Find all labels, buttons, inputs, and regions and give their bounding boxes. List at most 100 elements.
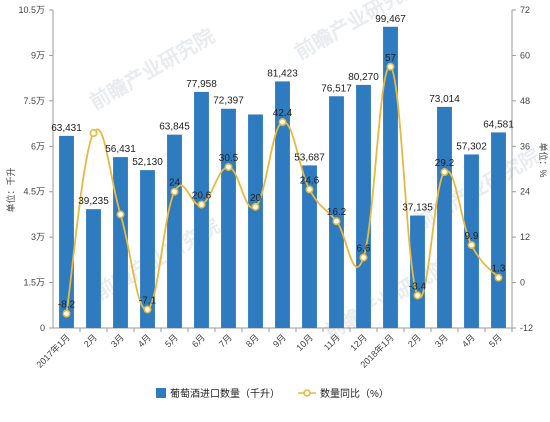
bar: [194, 91, 209, 329]
y-left-tick-label: 10.5万: [18, 5, 45, 15]
bar-value-label: 37,135: [402, 203, 433, 214]
bar-value-label: 73,014: [429, 94, 460, 105]
y-left-tick-label: 6万: [31, 141, 45, 151]
y-left-tick-label: 7.5万: [23, 96, 45, 106]
bar-value-label: 63,845: [159, 122, 190, 133]
line-point: [89, 129, 98, 138]
bar: [437, 106, 452, 328]
x-tick-label: 3月: [109, 332, 126, 349]
x-tick-label: 12月: [348, 332, 369, 353]
line-point: [332, 217, 341, 226]
watermark-text: 前瞻产业研究院: [291, 0, 424, 64]
data-labels: 63,431 39,235 56,431 52,130 63,845 77,958 72,3…: [51, 14, 514, 311]
legend-bar-label: 葡萄酒进口数量（千升）: [170, 387, 280, 400]
bar: [491, 132, 506, 328]
line-series: [62, 62, 503, 318]
line-point: [170, 187, 179, 196]
line-point: [116, 210, 125, 219]
line-value-label: -7.1: [139, 295, 157, 306]
x-tick-label: 7月: [217, 332, 234, 349]
line-point: [440, 168, 449, 177]
bar-value-label: 80,270: [348, 72, 379, 83]
line-point: [305, 185, 314, 194]
bar: [86, 209, 101, 328]
x-tick-label: 2月: [406, 332, 423, 349]
bar: [356, 84, 371, 328]
bar: [167, 134, 182, 328]
x-tick-label: 2月: [82, 332, 99, 349]
x-tick-label: 4月: [136, 332, 153, 349]
y-left-tick-label: 4.5万: [23, 187, 45, 197]
legend: 葡萄酒进口数量（千升） 数量同比（%）: [156, 387, 389, 400]
bar-value-label: 76,517: [321, 83, 352, 94]
line-point: [62, 309, 71, 318]
bar: [329, 96, 344, 328]
bar: [248, 114, 263, 328]
y-left-tick-label: 1.5万: [23, 278, 45, 288]
line-point: [224, 163, 233, 172]
x-tick-label: 8月: [244, 332, 261, 349]
line-value-label: 6.6: [357, 244, 371, 255]
line-point: [251, 202, 260, 211]
x-tick-label: 2017年1月: [34, 332, 72, 370]
line-point: [359, 253, 368, 262]
y-left-tick-label: 9万: [31, 50, 45, 60]
bar: [383, 26, 398, 329]
bar-value-label: 52,130: [132, 157, 163, 168]
bar-value-label: 53,687: [294, 152, 325, 163]
bar: [140, 170, 155, 328]
line-point: [197, 200, 206, 209]
y-right-tick-label: 0: [520, 278, 525, 288]
line-value-label: 24: [169, 178, 181, 189]
y-left-tick-label: 3万: [31, 232, 45, 242]
x-tick-label: 5月: [487, 332, 504, 349]
y-right-tick-label: 60: [520, 50, 530, 60]
line-point: [494, 273, 503, 282]
line-value-label: 29.2: [435, 158, 455, 169]
bar-value-label: 99,467: [375, 14, 406, 25]
y-right-tick-label: -12: [520, 323, 533, 333]
line-value-label: 30.5: [219, 153, 239, 164]
bar-value-label: 63,431: [51, 123, 82, 134]
y-left-tick-label: 0: [40, 323, 45, 333]
bar-value-label: 77,958: [186, 79, 217, 90]
yoy-line: [65, 65, 500, 314]
bar: [275, 81, 290, 328]
legend-line-marker: [303, 389, 311, 397]
line-value-label: 1.3: [492, 264, 506, 275]
bar-value-label: 39,235: [78, 196, 109, 207]
legend-line-label: 数量同比（%）: [320, 387, 389, 400]
y-right-tick-label: 24: [520, 187, 530, 197]
x-tick-label: 5月: [163, 332, 180, 349]
y-right-tick-label: 72: [520, 5, 530, 15]
line-value-label: 16.2: [327, 207, 347, 218]
y-right-tick-label: 36: [520, 141, 530, 151]
line-value-label: 20: [250, 193, 262, 204]
x-tick-label: 4月: [460, 332, 477, 349]
bar-value-label: 64,581: [483, 119, 514, 130]
y-right-tick-label: 48: [520, 96, 530, 106]
y-right-tick-label: 12: [520, 232, 530, 242]
y-right-axis-title: 单位：%: [538, 142, 549, 177]
line-value-label: -8.2: [58, 300, 76, 311]
y-left-axis-title: 单位：千升: [5, 167, 16, 212]
bar: [221, 108, 236, 329]
line-value-label: 42.4: [273, 108, 293, 119]
line-point: [467, 241, 476, 250]
line-value-label: 24.6: [300, 175, 320, 186]
line-point: [386, 62, 395, 71]
bar: [302, 165, 317, 328]
line-value-label: 9.9: [465, 231, 479, 242]
x-tick-label: 9月: [271, 332, 288, 349]
bar-value-label: 81,423: [267, 68, 298, 79]
line-value-label: 20.6: [192, 191, 212, 202]
bar-value-label: 57,302: [456, 141, 487, 152]
line-value-label: 57: [385, 53, 397, 64]
legend-bar-swatch: [156, 388, 166, 398]
x-tick-label: 3月: [433, 332, 450, 349]
bar: [113, 157, 128, 328]
bar-value-label: 72,397: [213, 96, 244, 107]
line-point: [143, 305, 152, 314]
